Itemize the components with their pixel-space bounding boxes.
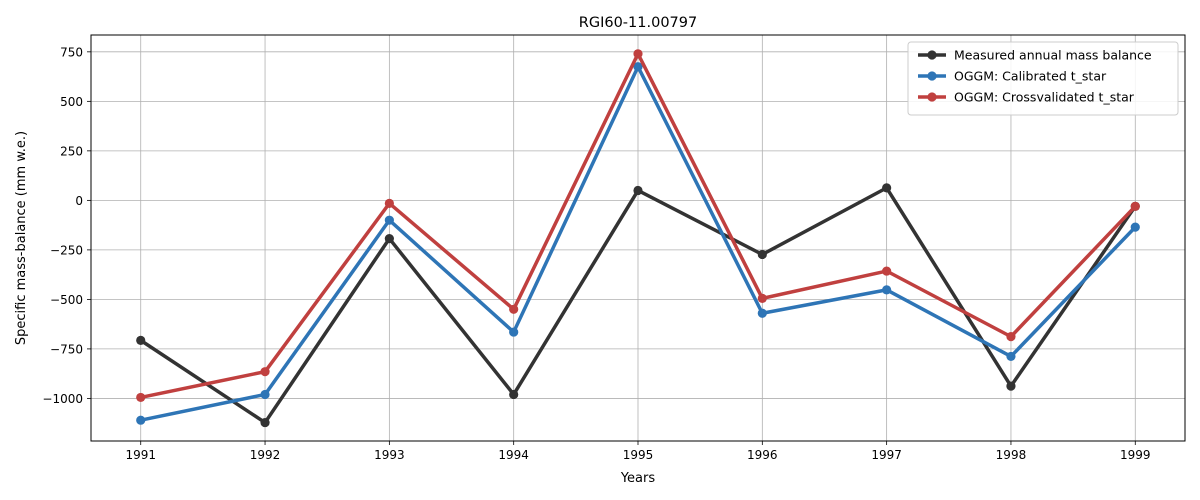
y-tick-label: 750 — [60, 45, 83, 59]
y-tick-label: −250 — [50, 243, 83, 257]
x-tick-label: 1997 — [871, 448, 902, 462]
y-tick-label: 500 — [60, 95, 83, 109]
data-point — [882, 285, 892, 295]
x-tick-label: 1999 — [1120, 448, 1151, 462]
data-point — [136, 392, 146, 403]
data-point — [260, 389, 270, 400]
data-point — [384, 215, 394, 225]
data-point — [757, 308, 767, 318]
x-axis: 1991 1992 1993 1994 1995 1996 1997 1998 1999 — [125, 441, 1151, 462]
data-point — [882, 183, 892, 193]
x-tick-label: 1993 — [374, 448, 405, 462]
x-tick-label: 1994 — [498, 448, 529, 462]
legend-item: Measured annual mass balance — [918, 48, 1152, 63]
x-tick-label: 1992 — [250, 448, 281, 462]
data-point — [1006, 332, 1016, 342]
data-point — [1006, 381, 1016, 391]
legend-item: OGGM: Crossvalidated t_star — [918, 90, 1135, 105]
chart-title: RGI60-11.00797 — [579, 15, 697, 31]
x-tick-label: 1998 — [996, 448, 1027, 462]
series-1 — [136, 183, 1140, 428]
y-tick-label: −500 — [50, 293, 83, 307]
y-tick-label: −1000 — [42, 392, 83, 406]
data-point — [260, 417, 270, 428]
series-2 — [136, 62, 1140, 425]
y-axis-label: Specific mass-balance (mm w.e.) — [14, 131, 29, 345]
series-3 — [136, 49, 1140, 403]
data-point — [757, 293, 767, 304]
legend: Measured annual mass balance OGGM: Calibr… — [907, 41, 1179, 116]
y-tick-label: −750 — [50, 342, 83, 356]
x-tick-label: 1991 — [125, 448, 156, 462]
data-point — [260, 367, 270, 377]
data-point — [509, 304, 519, 314]
x-axis-label: Years — [620, 471, 656, 486]
y-tick-label: 250 — [60, 144, 83, 158]
legend-item: OGGM: Calibrated t_star — [918, 69, 1107, 84]
data-point — [633, 49, 643, 59]
data-point — [1130, 222, 1140, 232]
data-point — [384, 198, 394, 208]
data-point — [509, 389, 519, 400]
legend-swatch-marker — [927, 92, 937, 102]
data-point — [633, 185, 643, 196]
legend-label: Measured annual mass balance — [954, 48, 1152, 63]
series-group — [136, 49, 1140, 428]
legend-swatch-marker — [927, 50, 937, 60]
legend-label: OGGM: Calibrated t_star — [954, 69, 1107, 84]
x-tick-label: 1995 — [623, 448, 654, 462]
data-point — [1130, 201, 1140, 211]
x-tick-label: 1996 — [747, 448, 778, 462]
legend-label: OGGM: Crossvalidated t_star — [954, 90, 1135, 105]
legend-box — [907, 41, 1179, 116]
data-point — [509, 327, 519, 337]
data-point — [882, 266, 892, 276]
y-tick-label: 0 — [75, 194, 83, 208]
data-point — [633, 62, 643, 72]
data-point — [136, 415, 146, 425]
legend-swatch-marker — [927, 71, 937, 81]
data-point — [136, 335, 146, 345]
data-point — [1006, 351, 1016, 362]
data-point — [757, 249, 767, 260]
data-point — [384, 233, 394, 244]
y-axis: −1000 −750 −500 −250 0 250 500 750 — [42, 45, 91, 406]
